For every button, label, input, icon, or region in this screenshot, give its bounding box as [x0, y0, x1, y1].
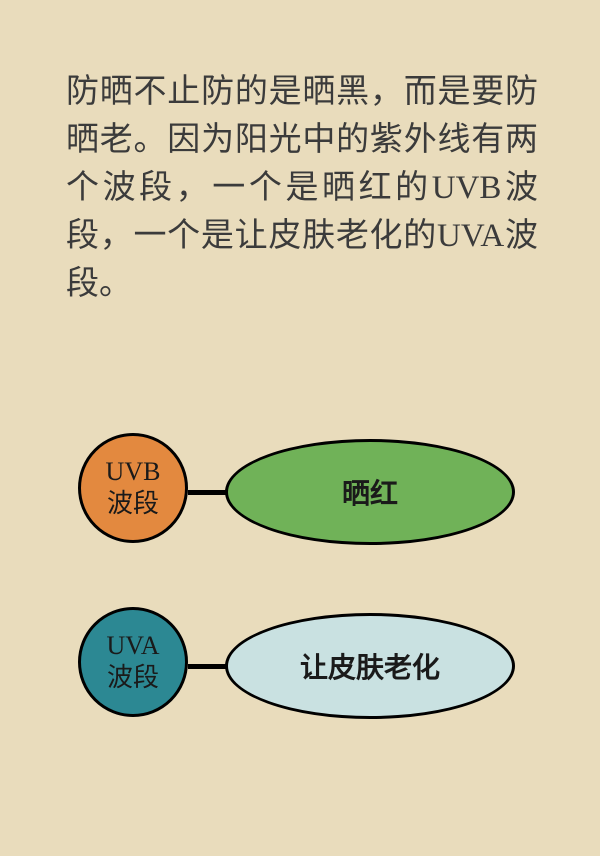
- uva-effect-ellipse: 让皮肤老化: [225, 613, 515, 719]
- uvb-line2: 波段: [107, 488, 159, 520]
- uvb-effect-ellipse: 晒红: [225, 439, 515, 545]
- uvb-effect-label: 晒红: [342, 472, 398, 512]
- uva-line1: UVA: [107, 630, 160, 662]
- uvb-connector: [188, 490, 228, 495]
- intro-text: 防晒不止防的是晒黑，而是要防晒老。因为阳光中的紫外线有两个波段，一个是晒红的UV…: [66, 68, 538, 308]
- uvb-line1: UVB: [106, 456, 161, 488]
- intro-paragraph: 防晒不止防的是晒黑，而是要防晒老。因为阳光中的紫外线有两个波段，一个是晒红的UV…: [66, 68, 538, 308]
- uva-line2: 波段: [107, 662, 159, 694]
- uva-circle: UVA 波段: [78, 607, 188, 717]
- uvb-circle: UVB 波段: [78, 433, 188, 543]
- uva-connector: [188, 664, 228, 669]
- uva-effect-label: 让皮肤老化: [300, 646, 440, 686]
